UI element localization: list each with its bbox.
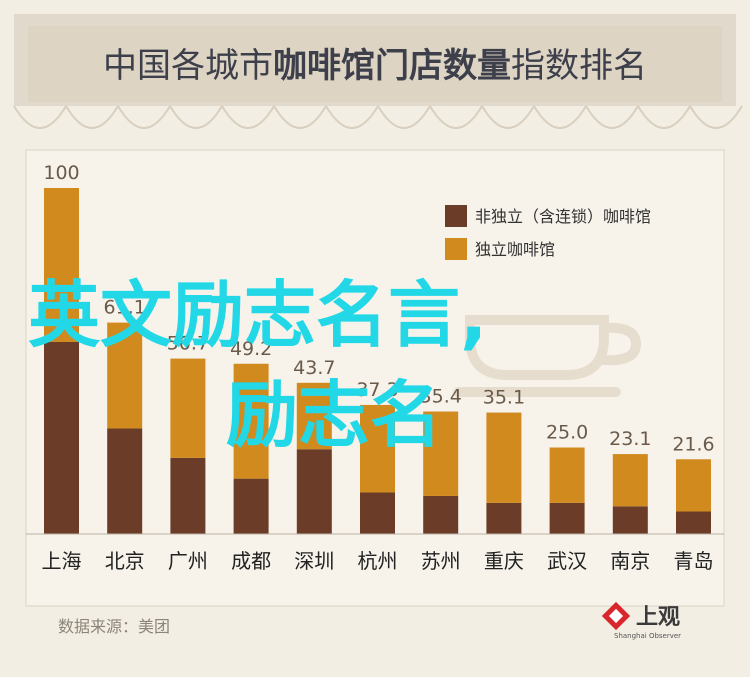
bar-non-independent <box>107 428 143 534</box>
bar-total-label: 21.6 <box>672 433 714 455</box>
bar-independent <box>486 412 522 503</box>
bar-total-label: 35.4 <box>420 386 462 408</box>
scallop-arc <box>325 105 379 129</box>
logo-subtitle: Shanghai Observer <box>614 632 681 640</box>
category-label: 深圳 <box>294 549 334 573</box>
bar-independent <box>44 188 79 342</box>
value-labels: 100 61.1 50.7 49.2 43.7 37.3 35.4 35.1 25.0 23.1 2… <box>43 162 714 455</box>
bar-independent <box>360 404 395 493</box>
legend: 非独立（含连锁）咖啡馆 独立咖啡馆 <box>445 205 651 260</box>
bar-total-label: 37.3 <box>356 379 398 401</box>
bar-total-label: 25.0 <box>546 422 588 444</box>
overlay-text-line1: 英文励志名言, <box>28 273 487 357</box>
bar-non-independent <box>612 506 648 534</box>
legend-swatch-non-independent <box>445 205 467 227</box>
legend-label-non-independent: 非独立（含连锁）咖啡馆 <box>475 207 651 226</box>
scallop-arc <box>169 105 223 129</box>
category-label: 武汉 <box>547 549 587 573</box>
bar-non-independent <box>296 449 332 534</box>
bar-independent <box>107 322 143 429</box>
category-label: 杭州 <box>358 549 398 573</box>
bar-total-label: 23.1 <box>609 428 651 450</box>
scallop-arc <box>689 105 743 129</box>
source-note: 数据来源：美团 <box>58 617 170 636</box>
scallop-arc <box>429 105 483 129</box>
title-panel <box>28 26 722 102</box>
bars <box>44 188 711 534</box>
bar-non-independent <box>676 511 711 534</box>
legend-swatch-independent <box>445 238 467 260</box>
bar-independent <box>170 358 206 458</box>
bar-non-independent <box>44 341 79 534</box>
bar-non-independent <box>360 492 395 534</box>
category-labels: 上海 北京 广州 成都 深圳 杭州 苏州 重庆 武汉 南京 青岛 <box>42 549 714 573</box>
bar-non-independent <box>170 457 206 534</box>
bar-independent <box>549 447 585 503</box>
category-label: 广州 <box>168 549 208 573</box>
bar-independent <box>296 382 332 450</box>
bar-independent <box>676 459 711 512</box>
bar-non-independent <box>549 502 585 534</box>
bar-total-label: 50.7 <box>167 333 209 355</box>
chart-title: 中国各城市咖啡馆门店数量指数排名 <box>103 46 647 86</box>
scallop-arc <box>221 105 275 129</box>
bar-total-label: 100 <box>43 162 79 184</box>
scallop-arc <box>637 105 691 129</box>
category-label: 苏州 <box>421 549 461 573</box>
category-label: 青岛 <box>674 549 714 573</box>
bar-independent <box>233 363 269 479</box>
category-label: 上海 <box>42 549 82 573</box>
bar-total-label: 35.1 <box>483 387 525 409</box>
scallop-arc <box>481 105 535 129</box>
legend-label-independent: 独立咖啡馆 <box>475 240 555 259</box>
scallop-border <box>13 105 743 129</box>
category-label: 南京 <box>610 549 650 573</box>
scallop-arc <box>65 105 119 129</box>
bar-non-independent <box>233 478 269 534</box>
bar-total-label: 61.1 <box>104 297 146 319</box>
coffee-cup-icon <box>453 315 642 397</box>
overlay-text-line2: 励志名 <box>226 373 442 457</box>
category-label: 成都 <box>231 549 271 573</box>
shanghai-observer-logo: 上观 Shanghai Observer <box>601 601 681 640</box>
scallop-arc <box>117 105 171 129</box>
scallop-arc <box>13 105 67 129</box>
scallop-arc <box>533 105 587 129</box>
bar-total-label: 43.7 <box>293 357 335 379</box>
category-label: 北京 <box>105 549 145 573</box>
bar-non-independent <box>486 502 522 534</box>
scallop-arc <box>273 105 327 129</box>
logo-name: 上观 <box>636 605 680 630</box>
bar-independent <box>423 411 459 496</box>
bar-non-independent <box>423 495 459 534</box>
bar-total-label: 49.2 <box>230 338 272 360</box>
bar-independent <box>612 454 648 507</box>
scallop-arc <box>585 105 639 129</box>
category-label: 重庆 <box>484 549 524 573</box>
scallop-arc <box>377 105 431 129</box>
